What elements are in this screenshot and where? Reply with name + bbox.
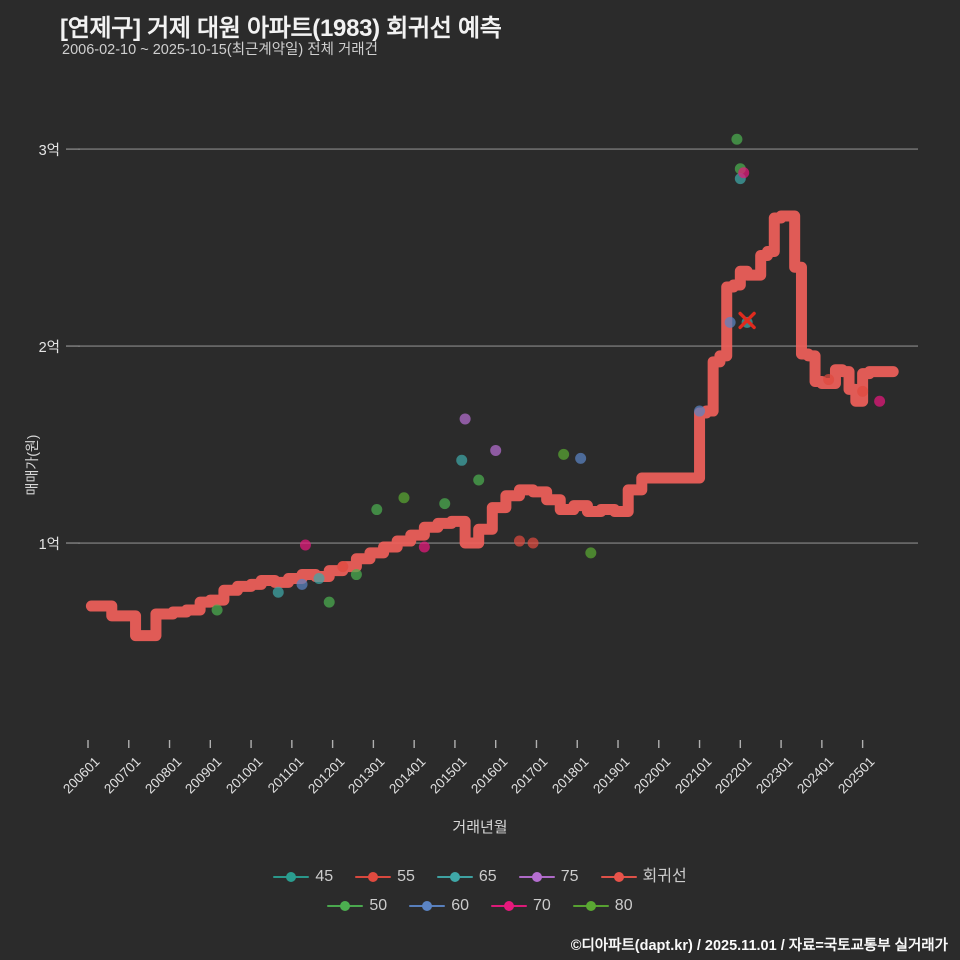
scatter-point	[731, 133, 743, 145]
legend-item-60[interactable]: 60	[409, 896, 469, 914]
scatter-point	[456, 454, 468, 466]
scatter-point	[575, 452, 587, 464]
legend-marker-icon	[327, 900, 364, 912]
legend-item-50[interactable]: 50	[327, 896, 388, 914]
footer-credit: ©디아파트(dapt.kr) / 2025.11.01 / 자료=국토교통부 실…	[570, 938, 948, 954]
chart-subtitle: 2006-02-10 ~ 2025-10-15(최근계약일) 전체 거래건	[62, 42, 378, 58]
legend-marker-icon	[436, 871, 473, 883]
scatter-point	[527, 537, 539, 549]
legend-label: 60	[451, 896, 469, 914]
scatter-point	[371, 504, 383, 516]
legend-marker-icon	[600, 871, 637, 883]
scatter-point	[857, 385, 869, 397]
scatter-point	[459, 413, 471, 425]
legend-item-80[interactable]: 80	[572, 896, 633, 914]
x-axis-title: 거래년월	[452, 819, 508, 836]
legend-label: 45	[315, 867, 334, 885]
legend-label: 65	[478, 867, 497, 885]
scatter-point	[337, 561, 349, 573]
legend-marker-icon	[491, 900, 527, 912]
legend-row: 50 60 70 80	[0, 891, 960, 920]
scatter-point	[724, 316, 736, 328]
legend-item-55[interactable]: 55	[355, 867, 415, 885]
chart-title: [연제구] 거제 대원 아파트(1983) 회귀선 예측	[60, 15, 502, 42]
legend-row: 45 55 65 75 회귀선	[0, 862, 960, 891]
legend-marker-icon	[409, 900, 446, 912]
scatter-point	[585, 547, 597, 559]
scatter-point	[313, 572, 325, 584]
scatter-point	[513, 535, 525, 547]
legend-label: 회귀선	[642, 867, 687, 885]
legend-item-75[interactable]: 75	[518, 867, 579, 885]
scatter-point	[558, 448, 570, 460]
legend-marker-icon	[355, 871, 392, 883]
legend-marker-icon	[518, 871, 555, 883]
legend-item-45[interactable]: 45	[273, 867, 334, 885]
scatter-point	[874, 395, 886, 407]
legend-item-회귀선[interactable]: 회귀선	[600, 867, 687, 885]
x-marker	[738, 311, 756, 330]
legend-label: 80	[614, 896, 633, 914]
legend-label: 75	[560, 867, 579, 885]
y-axis-tick-label: 3억	[38, 143, 60, 160]
scatter-point	[694, 405, 706, 417]
legend-label: 70	[533, 896, 551, 914]
scatter-point	[296, 578, 308, 590]
y-axis-tick-label: 1억	[38, 537, 60, 554]
regression-line	[85, 210, 899, 642]
scatter-point	[323, 596, 335, 608]
scatter-point	[823, 374, 835, 386]
scatter-point	[398, 492, 410, 504]
legend-item-70[interactable]: 70	[491, 896, 551, 914]
scatter-point	[738, 167, 750, 179]
scatter-point	[473, 474, 485, 486]
scatter-point	[439, 498, 451, 510]
scatter-point	[418, 541, 430, 553]
legend-label: 55	[397, 867, 415, 885]
y-axis-title: 매매가(원)	[24, 434, 40, 496]
chart-legend: 45 55 65 75 회귀선 50 60 70 80	[0, 862, 960, 920]
scatter-point	[272, 586, 284, 598]
legend-marker-icon	[572, 900, 609, 912]
legend-label: 50	[369, 896, 388, 914]
scatter-point	[299, 539, 311, 551]
scatter-point	[211, 604, 223, 616]
legend-marker-icon	[273, 871, 310, 883]
legend-item-65[interactable]: 65	[436, 867, 497, 885]
y-axis-tick-label: 2억	[38, 340, 60, 357]
scatter-point	[490, 444, 502, 456]
scatter-point	[350, 569, 362, 581]
